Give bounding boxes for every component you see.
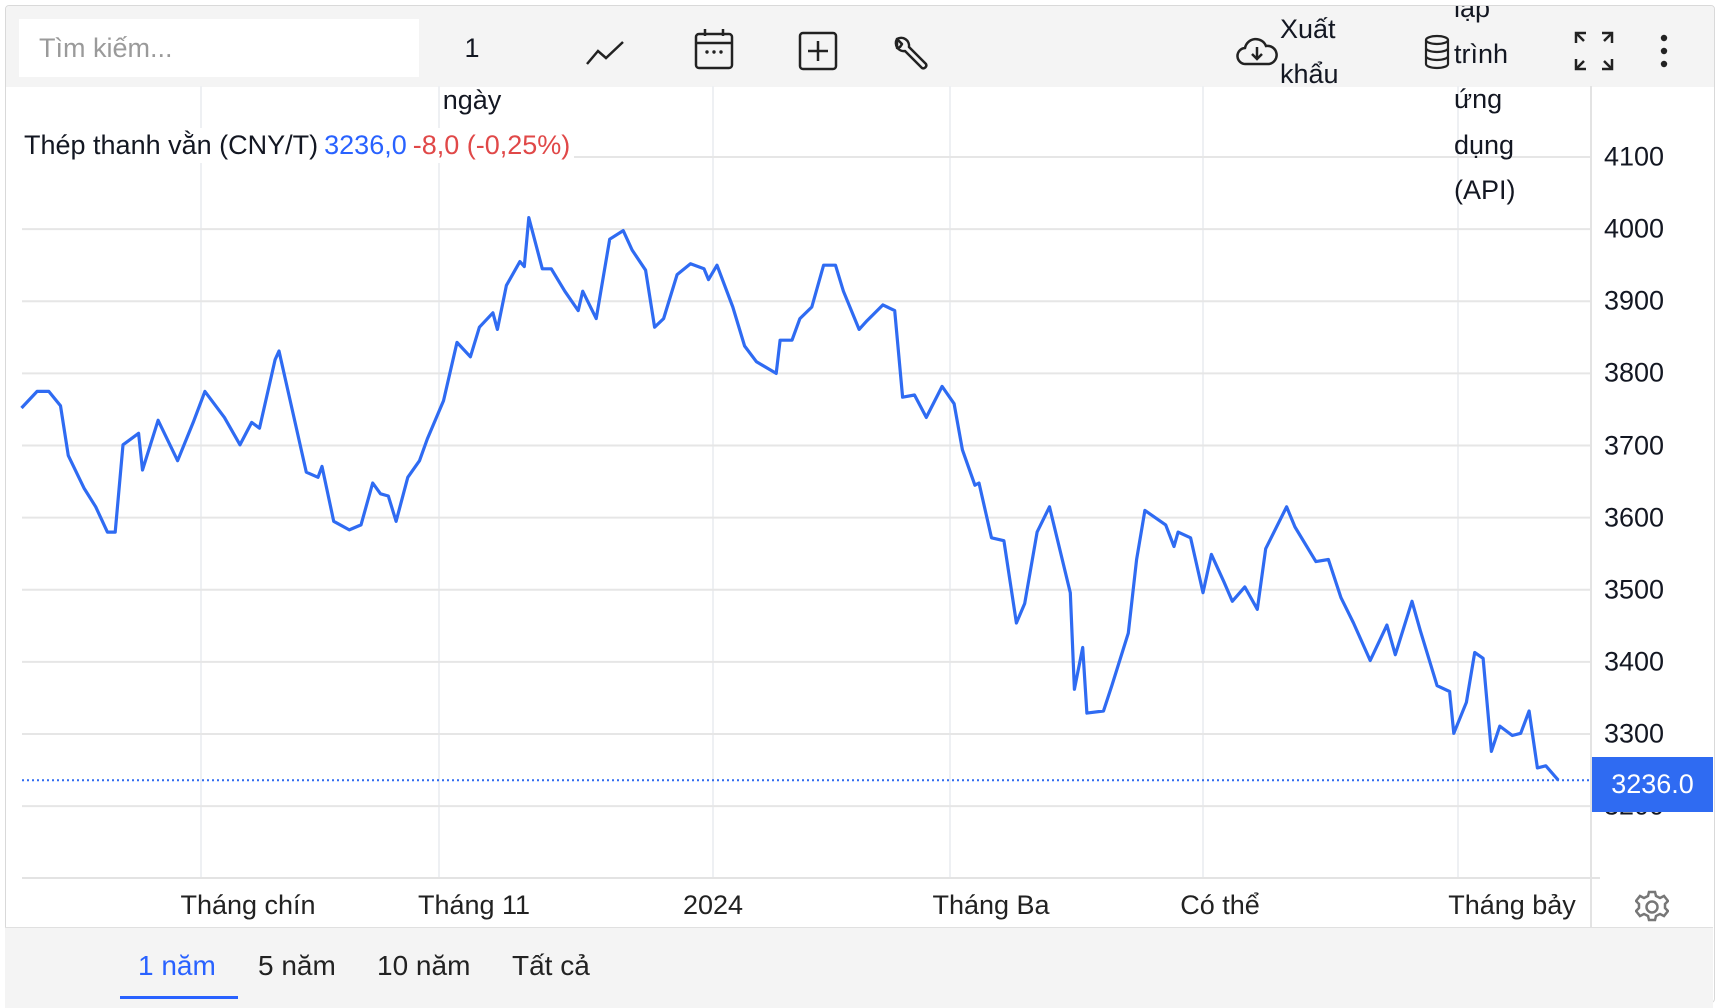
- price-series-line: [20, 216, 1560, 782]
- api-label-line: lập: [1454, 5, 1491, 23]
- y-axis-tick-label: 3400: [1604, 646, 1665, 677]
- y-axis-tick-label: 3600: [1604, 502, 1665, 533]
- chart-widget: 1 ngày Xuất khẩu lập trình ứng dụng (AP: [5, 5, 1715, 1003]
- date-range-button[interactable]: [689, 24, 739, 74]
- range-5y-button[interactable]: 5 năm: [258, 950, 336, 981]
- add-indicator-button[interactable]: [793, 26, 843, 76]
- api-label-line: (API): [1454, 175, 1516, 205]
- x-axis-tick-label: Tháng chín: [180, 890, 316, 920]
- chart-legend: Thép thanh vằn (CNY/T) 3236,0 -8,0 (-0,25%…: [20, 128, 575, 163]
- chart-type-button[interactable]: [580, 28, 630, 78]
- y-axis-tick-label: 4100: [1604, 141, 1665, 172]
- fullscreen-button[interactable]: [1571, 28, 1617, 74]
- x-axis-tick-label: Tháng 11: [417, 890, 531, 920]
- api-button[interactable]: lập trình ứng dụng (API): [1454, 5, 1516, 214]
- cloud-download-icon: [1236, 37, 1278, 66]
- range-bar: 1 năm 5 năm 10 năm Tất cả: [5, 927, 1713, 1008]
- range-all-button[interactable]: Tất cả: [512, 950, 590, 981]
- y-axis-tick-label: 4000: [1604, 213, 1665, 244]
- more-vertical-icon: [1660, 34, 1668, 68]
- api-label-line: trình: [1454, 38, 1509, 69]
- x-axis-tick-label: Tháng bảy: [1448, 890, 1576, 920]
- fullscreen-icon: [1574, 31, 1614, 71]
- calendar-icon: [694, 29, 734, 70]
- y-axis-tick-label: 3900: [1604, 285, 1665, 316]
- database-icon: [1424, 34, 1450, 70]
- more-button[interactable]: [1649, 28, 1679, 74]
- search-input[interactable]: [19, 19, 419, 77]
- x-axis-tick-label: Tháng Ba: [932, 890, 1050, 920]
- legend-change: -8,0 (-0,25%): [412, 130, 571, 160]
- add-indicator-icon: [798, 31, 838, 71]
- interval-unit: ngày: [442, 85, 502, 115]
- y-axis-tick-label: 3300: [1604, 718, 1665, 749]
- x-axis-tick-label: 2024: [682, 890, 744, 920]
- active-range-underline: [120, 996, 238, 999]
- interval-button[interactable]: 1 ngày: [436, 22, 508, 126]
- interval-number: 1: [464, 33, 480, 63]
- export-label-2: khẩu: [1280, 59, 1339, 89]
- api-icon-wrap[interactable]: [1420, 32, 1454, 72]
- symbol-name: Thép thanh vằn (CNY/T): [24, 130, 319, 160]
- wrench-icon: [894, 36, 928, 70]
- export-button[interactable]: Xuất khẩu: [1280, 7, 1339, 97]
- gear-icon: [1635, 890, 1669, 922]
- y-axis-tick-label: 3800: [1604, 357, 1665, 388]
- x-axis-tick-label: Có thể: [1180, 890, 1260, 920]
- last-price-label: 3236.0: [1592, 757, 1713, 812]
- export-icon-wrap[interactable]: [1235, 32, 1279, 72]
- range-10y-button[interactable]: 10 năm: [377, 950, 471, 981]
- range-1y-button[interactable]: 1 năm: [138, 950, 216, 981]
- y-axis-tick-label: 3700: [1604, 430, 1665, 461]
- toolbar: 1 ngày Xuất khẩu: [6, 6, 1714, 115]
- export-label-1: Xuất: [1280, 14, 1336, 44]
- settings-tools-button[interactable]: [886, 30, 936, 80]
- line-chart-icon: [586, 41, 624, 65]
- api-label-line: dụng: [1454, 129, 1515, 160]
- chart-settings-button[interactable]: [1632, 887, 1672, 927]
- y-axis-tick-label: 3500: [1604, 574, 1665, 605]
- legend-price: 3236,0: [324, 130, 407, 160]
- api-label-line: ứng: [1454, 84, 1503, 114]
